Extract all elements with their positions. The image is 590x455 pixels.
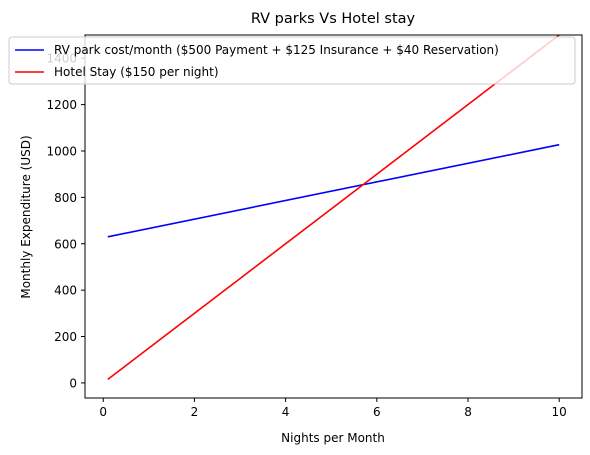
- x-tick-label: 2: [191, 405, 199, 419]
- x-tick-label: 0: [99, 405, 107, 419]
- y-tick-label: 400: [54, 284, 77, 298]
- series-layer: [107, 35, 560, 381]
- legend-label-hotel-stay: Hotel Stay ($150 per night): [54, 65, 219, 79]
- plot-frame: [84, 34, 583, 399]
- y-tick-label: 600: [54, 237, 77, 251]
- series-line-hotel-stay: [107, 35, 560, 381]
- y-tick-label: 1200: [46, 98, 77, 112]
- x-tick-label: 10: [552, 405, 567, 419]
- x-tick-label: 6: [373, 405, 381, 419]
- y-tick-label: 200: [54, 330, 77, 344]
- x-axis: 0 2 4 6 8 10: [99, 398, 567, 419]
- x-tick-label: 4: [282, 405, 290, 419]
- series-line-rv-park: [107, 143, 560, 238]
- y-tick-label: 800: [54, 191, 77, 205]
- y-axis-label: Monthly Expenditure (USD): [19, 135, 33, 298]
- legend: RV park cost/month ($500 Payment + $125 …: [8, 36, 576, 85]
- legend-box: [8, 36, 576, 85]
- y-tick-label: 0: [69, 376, 77, 390]
- y-axis: 0200400600800100012001400: [46, 52, 85, 390]
- legend-label-rv-park: RV park cost/month ($500 Payment + $125 …: [54, 43, 499, 57]
- y-tick-label: 1000: [46, 144, 77, 158]
- x-tick-label: 8: [464, 405, 472, 419]
- x-axis-label: Nights per Month: [281, 431, 385, 445]
- chart-title: RV parks Vs Hotel stay: [251, 11, 416, 27]
